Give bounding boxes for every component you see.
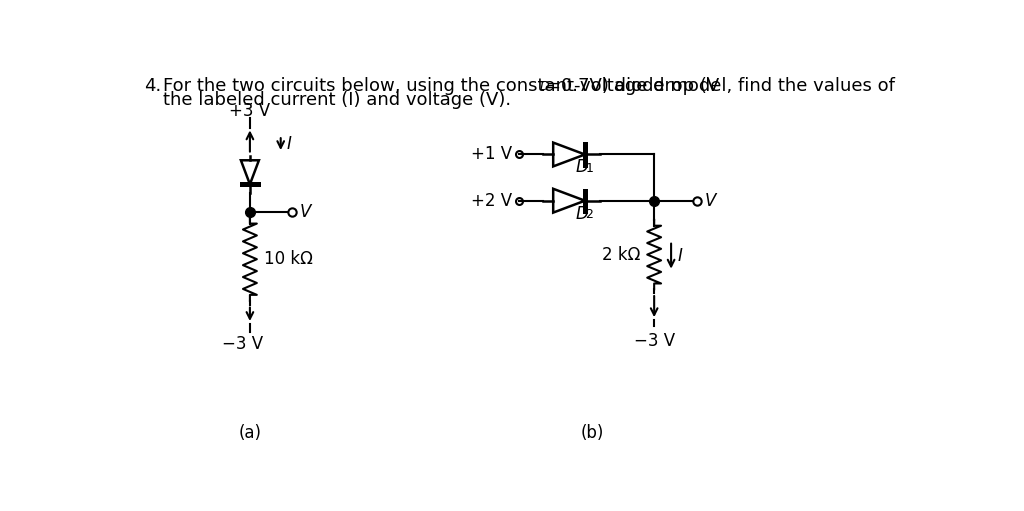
- Text: D: D: [575, 204, 588, 222]
- Text: I: I: [287, 135, 292, 153]
- Text: (a): (a): [239, 424, 261, 442]
- Text: +2 V: +2 V: [471, 192, 512, 210]
- Text: For the two circuits below, using the constant-voltage drop (V: For the two circuits below, using the co…: [163, 78, 719, 96]
- Text: +3 V: +3 V: [229, 102, 270, 120]
- Text: 2 kΩ: 2 kΩ: [602, 246, 640, 264]
- Text: 10 kΩ: 10 kΩ: [264, 250, 312, 268]
- Text: +1 V: +1 V: [471, 146, 512, 164]
- Text: 1: 1: [586, 162, 593, 175]
- Text: the labeled current (I) and voltage (V).: the labeled current (I) and voltage (V).: [163, 91, 511, 109]
- Text: D: D: [575, 158, 588, 176]
- Text: (b): (b): [581, 424, 604, 442]
- Text: I: I: [677, 247, 682, 265]
- Text: D: D: [540, 80, 549, 93]
- Text: −3 V: −3 V: [221, 335, 263, 354]
- Text: −3 V: −3 V: [634, 332, 675, 350]
- Text: V: V: [705, 192, 716, 210]
- Text: 4.: 4.: [144, 78, 162, 96]
- Text: =0.7V) diode model, find the values of: =0.7V) diode model, find the values of: [547, 78, 895, 96]
- Text: V: V: [300, 203, 311, 221]
- Text: 2: 2: [586, 208, 593, 221]
